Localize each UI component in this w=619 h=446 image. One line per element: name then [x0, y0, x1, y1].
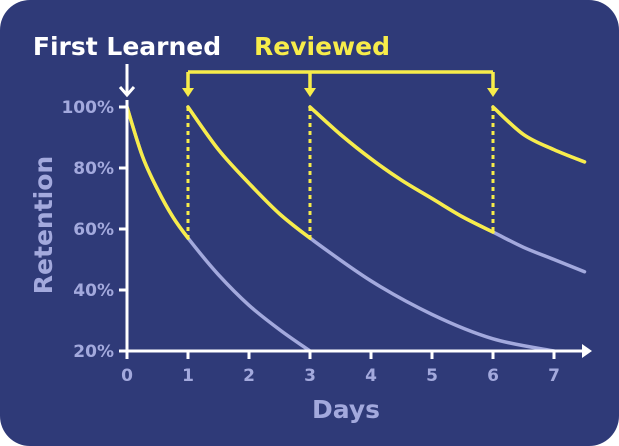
x-tick-label: 6	[487, 366, 499, 386]
y-axis-title: Retention	[29, 156, 58, 294]
x-tick-label: 1	[182, 366, 194, 386]
y-tick-label: 40%	[73, 281, 114, 301]
reviewed-curve-1	[186, 105, 312, 240]
decay-curve-1	[186, 105, 556, 353]
reviewed-label: Reviewed	[254, 32, 390, 61]
axis-ticks: 0 1 2 3 4 5 6 7 20% 40% 60% 80% 100%	[61, 98, 559, 386]
x-tick-label: 7	[548, 366, 560, 386]
first-learned-arrow	[118, 64, 136, 98]
y-tick-label: 80%	[73, 159, 114, 179]
reviewed-curve-0	[125, 105, 190, 240]
x-tick-label: 2	[243, 366, 255, 386]
review-arrow-3	[304, 72, 316, 97]
decay-curve-3	[491, 105, 587, 164]
y-tick-label: 60%	[73, 220, 114, 240]
first-learned-label: First Learned	[33, 32, 221, 61]
y-tick-label: 20%	[73, 342, 114, 362]
review-arrow-6	[487, 72, 499, 97]
reviewed-curve-2	[308, 105, 495, 234]
reviewed-bracket	[182, 70, 499, 97]
decay-curve-2	[308, 105, 587, 274]
x-tick-label: 0	[121, 366, 133, 386]
x-axis-arrowhead	[582, 344, 592, 358]
y-tick-label: 100%	[61, 98, 114, 118]
reviewed-curve-3	[491, 105, 587, 164]
review-arrow-1	[182, 72, 194, 97]
x-tick-label: 3	[304, 366, 316, 386]
x-tick-label: 4	[365, 366, 377, 386]
decay-curves	[125, 105, 587, 353]
x-axis-title: Days	[312, 395, 380, 424]
x-tick-label: 5	[426, 366, 438, 386]
decay-curve-0	[125, 105, 312, 353]
review-drop-lines	[186, 107, 495, 239]
reviewed-curves	[125, 105, 587, 240]
